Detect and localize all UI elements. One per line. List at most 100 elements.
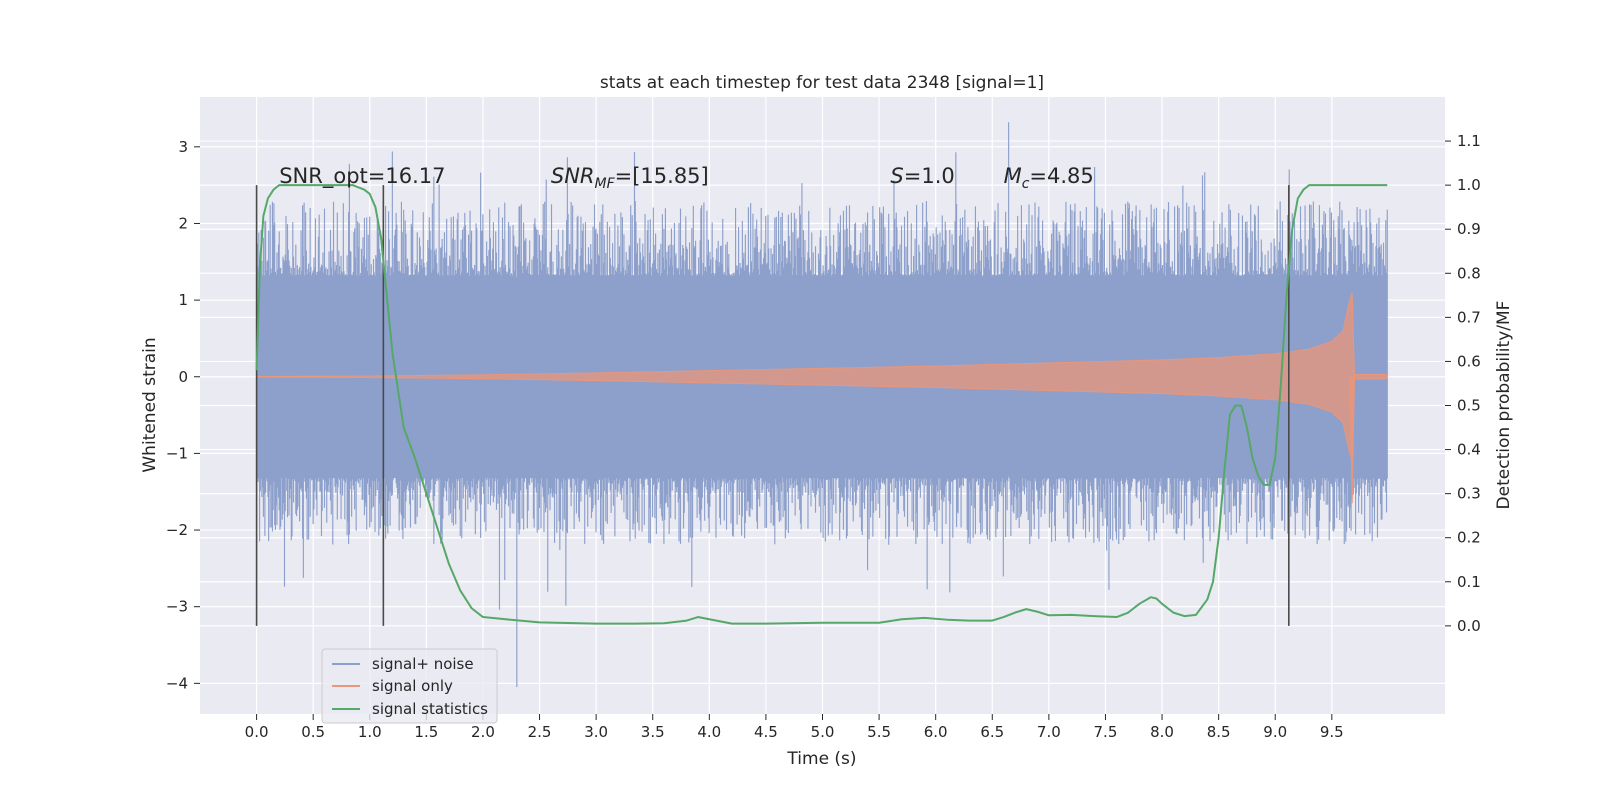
x-tick-label: 3.0 [584,723,608,741]
legend: signal+ noise signal only signal statist… [321,648,498,724]
series-signal-only [256,292,1388,504]
annotation-text: Mc=4.85 [1004,164,1094,192]
y-left-tick: −4 [166,674,200,692]
y-right-tick-label: 0.2 [1457,529,1481,547]
x-tick: 0.0 [245,714,269,741]
x-tick: 5.0 [811,714,835,741]
x-tick: 6.0 [924,714,948,741]
x-tick: 2.5 [528,714,552,741]
x-tick-label: 1.5 [414,723,438,741]
legend-label-signal: signal only [372,677,453,695]
x-tick-label: 0.5 [301,723,325,741]
x-tick-label: 5.5 [867,723,891,741]
x-tick-label: 0.0 [245,723,269,741]
y-right-tick: 1.1 [1445,132,1481,150]
annotation-text: SNRMF=[15.85] [551,164,709,192]
y-right-tick-label: 0.4 [1457,441,1481,459]
y-right-tick-label: 0.1 [1457,573,1481,591]
y-right-tick-label: 0.3 [1457,485,1481,503]
annotation-text: SNR_opt=16.17 [279,164,445,189]
y-left-tick: −2 [166,521,200,539]
legend-label-stats: signal statistics [372,700,488,718]
annotation-text: S=1.0 [890,164,954,188]
x-tick: 4.0 [697,714,721,741]
legend-box [321,648,498,724]
x-tick-label: 4.5 [754,723,778,741]
x-tick: 0.5 [301,714,325,741]
y-right-tick: 0.9 [1445,220,1481,238]
x-tick: 6.5 [980,714,1004,741]
y-right-tick: 0.6 [1445,352,1481,370]
x-tick: 4.5 [754,714,778,741]
y-left-tick: 2 [178,214,200,232]
y-left-tick: 0 [178,368,200,386]
x-tick-label: 1.0 [358,723,382,741]
x-tick-label: 2.5 [528,723,552,741]
x-tick-label: 4.0 [697,723,721,741]
x-tick-label: 8.5 [1207,723,1231,741]
y-right-tick: 0.1 [1445,573,1481,591]
x-tick-label: 9.0 [1263,723,1287,741]
signal-envelope [256,292,1388,462]
annotations: SNR_opt=16.17 SNRMF=[15.85] S=1.0 Mc=4.85 [279,164,1094,192]
x-tick: 9.0 [1263,714,1287,741]
x-tick-label: 6.0 [924,723,948,741]
x-tick-label: 9.5 [1320,723,1344,741]
y-right-tick: 0.3 [1445,485,1481,503]
y-right-tick-label: 0.6 [1457,352,1481,370]
legend-label-noise: signal+ noise [372,655,474,673]
y-right-tick: 0.0 [1445,617,1481,635]
x-tick: 9.5 [1320,714,1344,741]
x-tick: 7.0 [1037,714,1061,741]
y-left-axis-ticks: 3 2 1 0 −1 −2 −3 −4 [166,138,200,692]
x-axis-ticks: 0.0 0.5 1.0 1.5 2.0 2.5 3.0 3.5 4.0 4.5 5.0 5.5 6.0 6… [245,714,1344,741]
x-tick: 5.5 [867,714,891,741]
y-left-tick: 1 [178,291,200,309]
x-tick: 8.5 [1207,714,1231,741]
y-right-tick: 0.4 [1445,441,1481,459]
y-left-tick: 3 [178,138,200,156]
y-right-tick-label: 0.9 [1457,220,1481,238]
signal-spike [1349,376,1355,504]
x-tick: 3.0 [584,714,608,741]
y-left-tick: −3 [166,598,200,616]
x-tick: 8.0 [1150,714,1174,741]
x-tick-label: 7.0 [1037,723,1061,741]
y-right-tick-label: 0.8 [1457,264,1481,282]
x-tick-label: 2.0 [471,723,495,741]
x-tick: 7.5 [1094,714,1118,741]
y-left-tick-label: 3 [178,138,188,156]
y-right-tick-label: 0.5 [1457,397,1481,415]
y-left-axis-title: Whitened strain [140,337,160,472]
x-tick-label: 5.0 [811,723,835,741]
x-tick-label: 7.5 [1094,723,1118,741]
x-tick: 3.5 [641,714,665,741]
y-right-tick-label: 1.0 [1457,176,1481,194]
y-right-tick-label: 0.7 [1457,308,1481,326]
chart-title: stats at each timestep for test data 234… [600,73,1044,93]
y-left-tick-label: −1 [166,444,188,462]
y-left-tick-label: 1 [178,291,188,309]
y-left-tick: −1 [166,444,200,462]
y-left-tick-label: −2 [166,521,188,539]
series-signal-statistics [255,184,1388,625]
y-right-tick: 1.0 [1445,176,1481,194]
y-right-axis-ticks: 1.1 1.0 0.9 0.8 0.7 0.6 0.5 0.4 0.3 0.2 0.1 0.0 [1445,132,1481,635]
y-right-tick: 0.8 [1445,264,1481,282]
x-tick-label: 6.5 [980,723,1004,741]
y-right-tick-label: 1.1 [1457,132,1481,150]
y-right-tick: 0.5 [1445,397,1481,415]
y-right-tick: 0.2 [1445,529,1481,547]
x-tick-label: 3.5 [641,723,665,741]
y-left-tick-label: −4 [166,674,188,692]
x-axis-label: Time (s) [786,749,856,769]
y-left-tick-label: −3 [166,598,188,616]
y-left-tick-label: 0 [178,368,188,386]
y-right-tick: 0.7 [1445,308,1481,326]
stats-line [255,184,1388,625]
y-left-tick-label: 2 [178,214,188,232]
x-tick-label: 8.0 [1150,723,1174,741]
y-right-tick-label: 0.0 [1457,617,1481,635]
y-right-axis-label: Detection probability/MF [1494,301,1514,510]
